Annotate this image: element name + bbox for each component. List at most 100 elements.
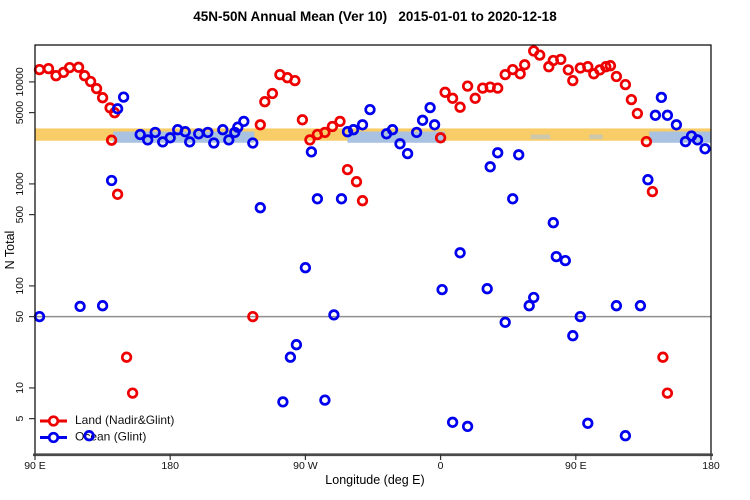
land-data-point — [96, 92, 109, 104]
ocean-data-point — [410, 126, 423, 139]
ocean-data-point — [74, 300, 86, 313]
y-tick-label: 50 — [14, 311, 26, 323]
land-data-point — [289, 74, 301, 87]
land-data-point — [461, 80, 474, 92]
ocean-data-point — [184, 136, 196, 148]
ocean-data-point — [164, 132, 176, 144]
chart-title: 45N-50N Annual Mean (Ver 10) 2015-01-01 … — [193, 9, 557, 24]
ocean-data-point — [619, 430, 632, 442]
ocean-data-point — [238, 115, 250, 128]
land-data-point — [90, 82, 103, 95]
land-data-point — [84, 75, 97, 88]
ocean-data-point — [559, 254, 571, 267]
ocean-data-point — [454, 247, 466, 259]
land-data-point — [640, 135, 653, 148]
ocean-data-point — [105, 174, 118, 187]
land-data-point — [72, 61, 85, 73]
ocean-data-point — [319, 394, 331, 406]
land-data-point — [319, 126, 331, 139]
land-data-point — [356, 195, 369, 207]
ocean-data-point — [582, 417, 594, 429]
x-tick-label: 90 E — [24, 460, 46, 472]
ocean-data-point — [547, 217, 559, 229]
land-data-point — [499, 68, 511, 81]
ocean-data-point — [328, 309, 340, 321]
ocean-data-point — [208, 137, 220, 149]
land-data-point — [266, 87, 279, 100]
y-axis-title: N Total — [3, 230, 17, 270]
ocean-data-point — [642, 174, 654, 186]
land-data-point — [33, 63, 46, 76]
land-data-point — [334, 115, 346, 128]
land-data-point — [555, 53, 567, 66]
land-data-point — [259, 96, 271, 108]
land-data-point — [631, 107, 644, 120]
ocean-mean-band-faint — [530, 134, 551, 140]
land-data-point — [434, 132, 447, 144]
ocean-data-point — [111, 103, 124, 115]
land-data-point — [247, 310, 259, 323]
land-data-point — [254, 119, 266, 131]
land-data-point — [567, 74, 579, 87]
ocean-data-point — [461, 420, 474, 433]
ocean-data-point — [507, 193, 519, 205]
y-tick-label: 5000 — [14, 101, 26, 125]
ocean-data-point — [290, 339, 303, 351]
ocean-data-point — [277, 396, 289, 408]
ocean-data-point — [634, 300, 647, 312]
ocean-data-point — [499, 316, 511, 328]
land-data-point — [619, 78, 632, 91]
ocean-data-point — [117, 91, 130, 103]
ocean-data-point — [299, 262, 312, 274]
ocean-data-point — [347, 124, 360, 136]
land-data-point — [469, 92, 481, 104]
land-data-point — [42, 62, 55, 75]
ocean-data-point — [83, 430, 95, 442]
ocean-mean-band — [649, 131, 711, 143]
ocean-data-point — [492, 147, 504, 159]
x-tick-label: 90 E — [565, 460, 587, 472]
ocean-data-point — [341, 126, 354, 138]
x-axis-title: Longitude (deg E) — [325, 473, 425, 487]
ocean-data-point — [223, 134, 235, 146]
ocean-data-point — [523, 300, 535, 312]
land-data-point — [120, 351, 133, 363]
legend-key-marker — [47, 415, 60, 427]
legend: Land (Nadir&Glint)Ocean (Glint) — [40, 413, 174, 444]
land-data-point — [78, 70, 91, 82]
land-data-point — [126, 387, 139, 399]
ocean-data-point — [311, 193, 324, 205]
ocean-data-point — [217, 124, 229, 136]
land-data-point — [657, 351, 669, 363]
ocean-data-point — [484, 161, 496, 173]
ocean-data-point — [232, 121, 244, 133]
ocean-data-point — [149, 126, 161, 139]
ocean-data-point — [550, 250, 562, 263]
legend-key-marker — [47, 431, 60, 444]
y-tick-label: 10 — [14, 382, 26, 394]
land-data-point — [514, 68, 526, 80]
ocean-data-point — [436, 283, 448, 296]
ocean-data-point — [284, 351, 297, 363]
land-data-point — [296, 114, 309, 126]
ocean-data-point — [416, 114, 429, 126]
ocean-data-point — [679, 135, 692, 148]
land-data-point — [446, 92, 459, 104]
ocean-data-point — [699, 143, 711, 155]
land-data-point — [519, 59, 531, 71]
ocean-data-point — [567, 330, 579, 342]
ocean-data-point — [528, 291, 540, 304]
land-data-point — [341, 163, 354, 176]
ocean-data-point — [356, 119, 369, 131]
ocean-data-point — [428, 119, 441, 131]
ocean-series — [33, 91, 711, 442]
land-data-point — [439, 86, 451, 98]
ocean-mean-band — [113, 131, 255, 143]
land-data-point — [600, 61, 612, 73]
ocean-data-point — [179, 126, 191, 138]
ocean-data-point — [335, 193, 348, 205]
land-data-point — [105, 134, 118, 146]
ocean-data-point — [134, 128, 146, 141]
land-data-point — [582, 61, 594, 73]
